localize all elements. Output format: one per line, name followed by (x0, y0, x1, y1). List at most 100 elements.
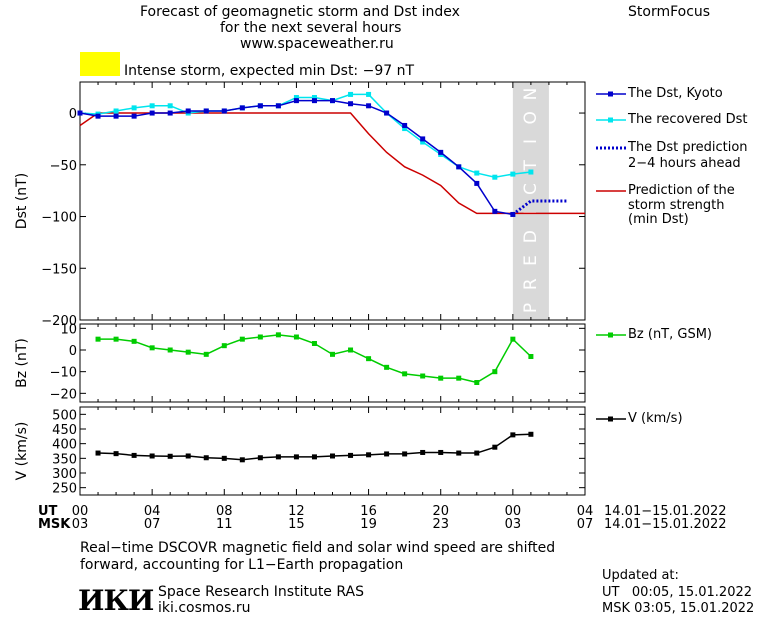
v-point (293, 454, 299, 460)
v-point (456, 450, 462, 456)
dst-recovered-point (420, 139, 426, 145)
bz-point (257, 334, 263, 340)
prediction-label-letter: R (521, 278, 541, 290)
bz-point (239, 336, 245, 342)
dst-recovered-point (149, 103, 155, 109)
prediction-label-letter: P (521, 303, 541, 313)
v-point (221, 455, 227, 461)
v-point (239, 457, 245, 463)
v-point (167, 453, 173, 459)
dst-kyoto-point (149, 110, 155, 116)
dst-kyoto-point (456, 164, 462, 170)
dst-kyoto-point (239, 105, 245, 111)
bz-point (366, 356, 372, 362)
v-point (384, 451, 390, 457)
institute-site[interactable]: iki.cosmos.ru (158, 600, 251, 616)
dst-recovered-point (131, 105, 137, 111)
y-tick-label: 500 (52, 408, 77, 423)
v-point (510, 432, 516, 438)
bz-point (474, 380, 480, 385)
ut-tick-label: 08 (216, 504, 233, 519)
bz-point (113, 336, 119, 342)
y-axis-label: Bz (nT) (14, 338, 30, 388)
prediction-label-letter: I (521, 139, 541, 144)
v-point (420, 449, 426, 455)
bz-point (402, 371, 408, 377)
legend-bz-swatch-marker (608, 332, 613, 338)
legend-bz: Bz (nT, GSM) (628, 327, 713, 342)
bz-point (456, 375, 462, 381)
prediction-label-letter: T (521, 160, 541, 172)
panel-frame (79, 81, 586, 321)
bz-point (221, 343, 227, 349)
dst-kyoto-point (311, 98, 317, 104)
title-line-1: Forecast of geomagnetic storm and Dst in… (140, 4, 460, 20)
ut-tick-label: 04 (144, 504, 161, 519)
ut-label: UT (38, 504, 58, 519)
y-axis-label: Dst (nT) (14, 173, 30, 229)
y-tick-label: −150 (41, 262, 77, 277)
bz-point (492, 369, 498, 375)
dst-kyoto-point (77, 110, 83, 116)
v-point (185, 453, 191, 459)
v-point (275, 454, 281, 460)
msk-tick-label: 15 (288, 517, 305, 532)
msk-tick-label: 07 (144, 517, 161, 532)
prediction-label-letter: N (521, 88, 541, 101)
y-tick-label: −50 (50, 159, 77, 174)
bz-point (510, 336, 516, 342)
y-axis-label: V (km/s) (14, 422, 30, 481)
footer-note-1: Real−time DSCOVR magnetic field and sola… (80, 540, 556, 556)
prediction-label-letter: C (521, 183, 541, 195)
storm-strength-line (79, 112, 585, 215)
dst-recovered-point (113, 108, 119, 114)
bz-point (311, 341, 317, 346)
bz-point (275, 332, 281, 338)
dst-recovered-point (366, 91, 372, 97)
dst-kyoto-point (221, 108, 227, 114)
prediction-label-letter: D (521, 230, 541, 243)
bz-point (384, 364, 390, 370)
y-tick-label: 10 (60, 322, 77, 337)
title-line-2: for the next several hours (220, 20, 402, 36)
msk-tick-label: 03 (505, 517, 522, 532)
dst-kyoto-point (113, 113, 119, 119)
prediction-label-letter: E (521, 255, 541, 266)
bz-point (185, 349, 191, 355)
dst-kyoto-point (185, 108, 191, 114)
dst-kyoto-point (275, 103, 281, 109)
msk-label: MSK (38, 517, 71, 532)
y-tick-label: −10 (50, 366, 77, 381)
msk-tick-label: 03 (72, 517, 89, 532)
v-point (438, 449, 444, 455)
dst-recovered-point (510, 171, 516, 177)
ut-tick-label: 20 (432, 504, 449, 519)
v-point (330, 453, 335, 459)
dst-kyoto-point (293, 98, 299, 104)
storm-level-text: Intense storm, expected min Dst: −97 nT (124, 63, 415, 79)
bz-point (293, 334, 299, 340)
legend-dst-prediction-2: 2−4 hours ahead (628, 156, 741, 171)
bz-point (149, 345, 155, 351)
y-tick-label: 350 (52, 452, 77, 467)
bz-point (167, 347, 173, 353)
y-tick-label: 250 (52, 482, 77, 497)
y-tick-label: −100 (41, 211, 77, 226)
v-point (131, 452, 137, 458)
dst-kyoto-point (420, 136, 426, 142)
bz-point (330, 351, 335, 357)
msk-tick-label: 07 (577, 517, 594, 532)
dst-kyoto-point (95, 113, 101, 119)
footer-note-2: forward, accounting for L1−Earth propaga… (80, 557, 404, 573)
ut-tick-label: 16 (360, 504, 377, 519)
v-point (528, 431, 534, 437)
legend-storm-strength-1: Prediction of the (628, 183, 735, 198)
brand-name: StormFocus (628, 4, 711, 20)
legend-dst-recovered: The recovered Dst (628, 112, 748, 127)
updated-msk: MSK 03:05, 15.01.2022 (602, 601, 755, 616)
panel-frame (79, 323, 586, 403)
dst-kyoto-point (402, 122, 408, 128)
v-point (492, 444, 498, 450)
